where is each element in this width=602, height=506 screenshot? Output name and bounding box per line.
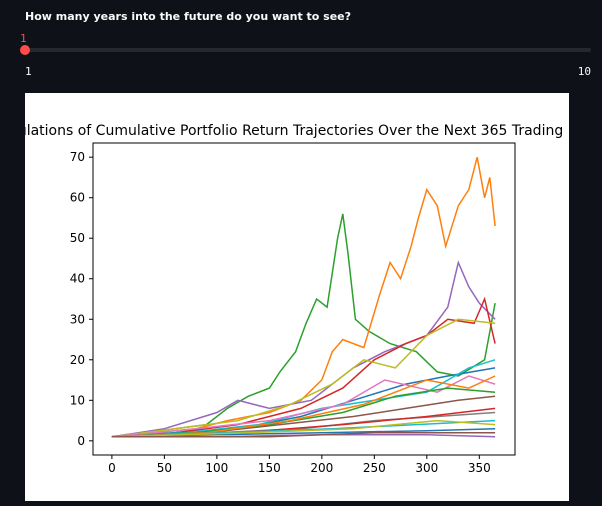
series-line-16 (111, 419, 496, 438)
slider-max-label: 10 (577, 65, 591, 78)
series-line-1 (111, 157, 496, 438)
slider-thumb[interactable] (20, 45, 30, 55)
x-tick-label: 200 (310, 461, 333, 475)
slider-current-value: 1 (20, 32, 27, 45)
chart-title: Simulations of Cumulative Portfolio Retu… (25, 123, 569, 139)
years-question-label: How many years into the future do you wa… (25, 10, 352, 23)
series-line-17 (111, 431, 496, 438)
series-line-2 (111, 260, 496, 438)
plot-frame (92, 142, 516, 456)
simulation-chart: Simulations of Cumulative Portfolio Retu… (25, 93, 569, 501)
y-tick-label: 60 (70, 191, 85, 205)
x-tick-label: 300 (415, 461, 438, 475)
y-tick-label: 50 (70, 231, 85, 245)
x-tick-label: 150 (258, 461, 281, 475)
slider-track[interactable] (25, 48, 591, 52)
x-tick-label: 100 (205, 461, 228, 475)
y-tick-label: 10 (70, 393, 85, 407)
y-tick-label: 30 (70, 312, 85, 326)
y-tick-label: 0 (77, 434, 85, 448)
x-tick-label: 50 (157, 461, 172, 475)
x-tick-label: 0 (108, 461, 116, 475)
series-line-4 (111, 318, 496, 438)
y-tick-label: 70 (70, 150, 85, 164)
y-tick-label: 20 (70, 353, 85, 367)
years-slider[interactable]: 1 1 10 (20, 30, 591, 80)
y-tick-label: 40 (70, 272, 85, 286)
series-line-6 (111, 359, 496, 438)
slider-min-label: 1 (25, 65, 32, 78)
series-line-7 (111, 375, 496, 438)
x-tick-label: 350 (468, 461, 491, 475)
chart-svg: Simulations of Cumulative Portfolio Retu… (25, 123, 569, 475)
x-tick-label: 250 (363, 461, 386, 475)
series-line-0 (111, 213, 496, 438)
